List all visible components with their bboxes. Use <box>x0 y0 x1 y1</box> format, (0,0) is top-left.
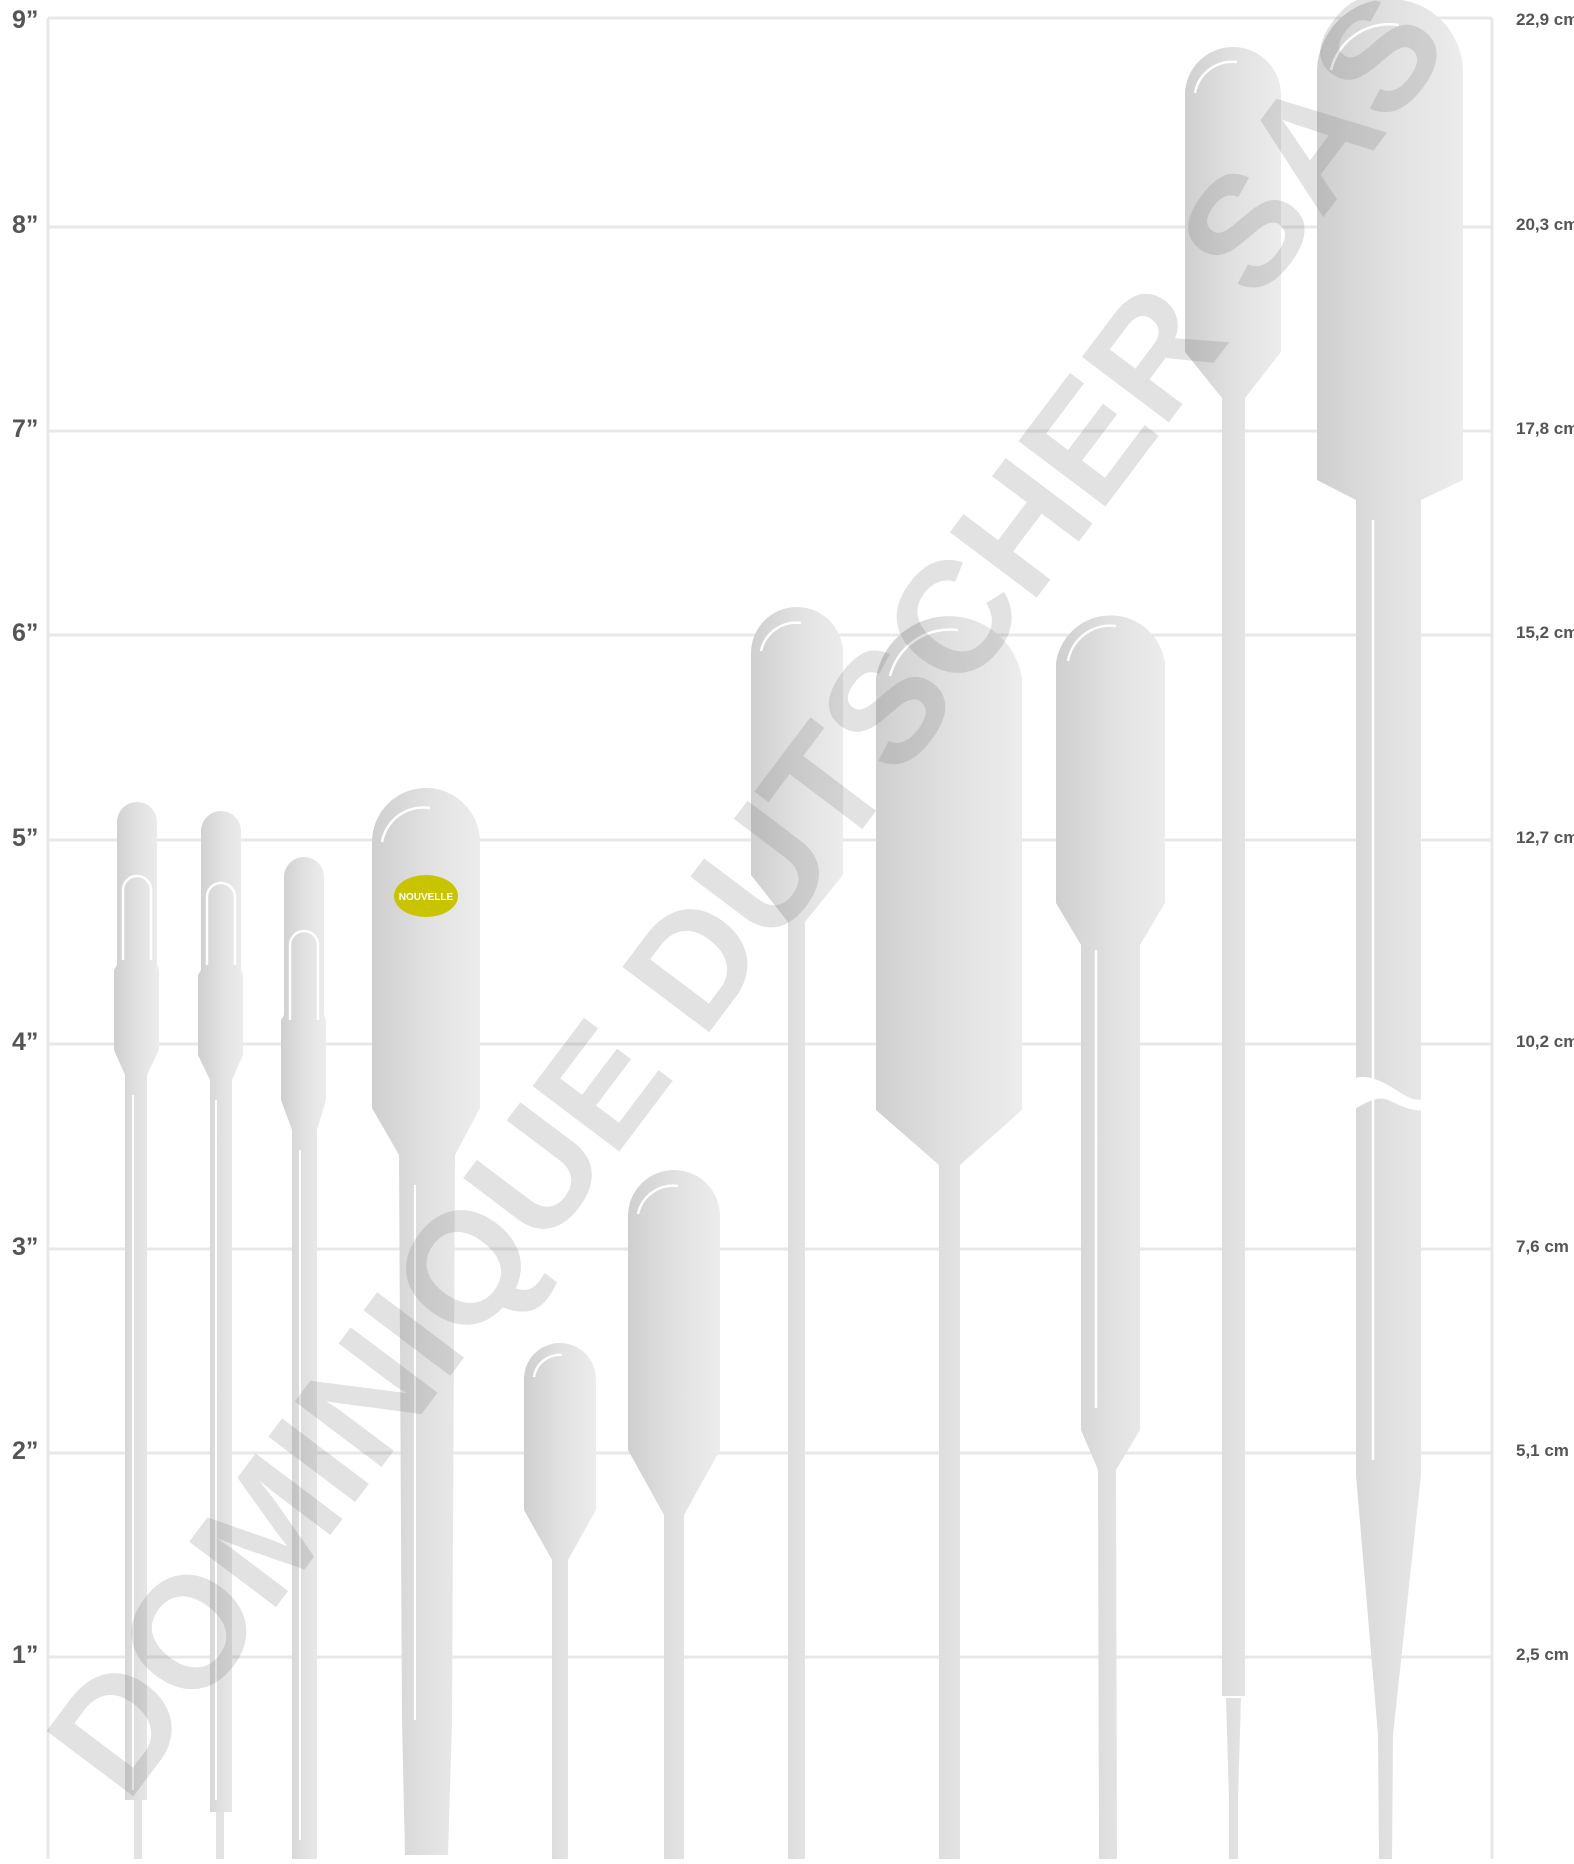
inch-label-8: 8” <box>12 211 39 239</box>
inch-label-6: 6” <box>12 619 39 647</box>
inch-label-1: 1” <box>12 1641 39 1669</box>
cm-label-12-7: 12,7 cm <box>1516 828 1574 847</box>
pipette-11 <box>1317 0 1463 1859</box>
pipette-8 <box>876 616 1022 1859</box>
inch-label-7: 7” <box>12 415 39 443</box>
pipette-3 <box>281 857 326 1859</box>
pipette-2 <box>198 811 243 1859</box>
cm-label-2-5: 2,5 cm <box>1516 1645 1569 1664</box>
nouvelle-badge: NOUVELLE <box>394 875 458 917</box>
cm-label-17-8: 17,8 cm <box>1516 419 1574 438</box>
pipette-4 <box>372 788 480 1855</box>
pipette-9 <box>1056 615 1165 1859</box>
inch-label-4: 4” <box>12 1028 39 1056</box>
pipette-10 <box>1185 47 1281 1859</box>
cm-label-15-2: 15,2 cm <box>1516 623 1574 642</box>
inch-label-2: 2” <box>12 1437 39 1465</box>
cm-label-10-2: 10,2 cm <box>1516 1032 1574 1051</box>
inch-label-5: 5” <box>12 824 39 852</box>
cm-label-5-1: 5,1 cm <box>1516 1441 1569 1460</box>
cm-label-20-3: 20,3 cm <box>1516 215 1574 234</box>
inch-label-3: 3” <box>12 1233 39 1261</box>
cm-label-22-9: 22,9 cm <box>1516 10 1574 29</box>
inch-label-9: 9” <box>12 6 39 34</box>
badge-text: NOUVELLE <box>399 892 454 903</box>
pipette-1 <box>114 802 159 1859</box>
pipette-5 <box>524 1343 596 1859</box>
cm-label-7-6: 7,6 cm <box>1516 1237 1569 1256</box>
pipette-7 <box>751 607 843 1859</box>
pipette-6 <box>628 1170 720 1859</box>
